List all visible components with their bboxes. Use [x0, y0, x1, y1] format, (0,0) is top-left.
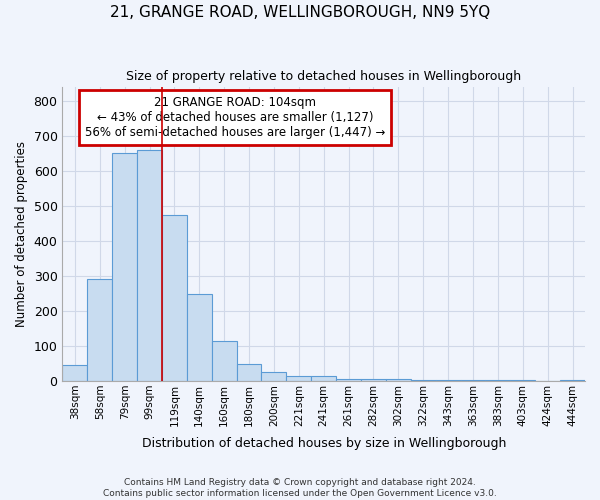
Text: Contains HM Land Registry data © Crown copyright and database right 2024.
Contai: Contains HM Land Registry data © Crown c…	[103, 478, 497, 498]
Bar	[212, 342, 236, 381]
Bar	[236, 364, 262, 381]
Bar	[112, 154, 137, 381]
Bar	[187, 294, 212, 381]
Bar	[560, 380, 585, 381]
Bar	[262, 372, 286, 381]
Bar	[386, 379, 411, 381]
Bar	[485, 380, 511, 381]
Bar	[461, 380, 485, 381]
Bar	[286, 376, 311, 381]
Text: 21, GRANGE ROAD, WELLINGBOROUGH, NN9 5YQ: 21, GRANGE ROAD, WELLINGBOROUGH, NN9 5YQ	[110, 5, 490, 20]
Bar	[311, 376, 336, 381]
Bar	[162, 214, 187, 381]
Title: Size of property relative to detached houses in Wellingborough: Size of property relative to detached ho…	[126, 70, 521, 83]
Bar	[411, 380, 436, 381]
Bar	[137, 150, 162, 381]
Text: 21 GRANGE ROAD: 104sqm
← 43% of detached houses are smaller (1,127)
56% of semi-: 21 GRANGE ROAD: 104sqm ← 43% of detached…	[85, 96, 385, 139]
Bar	[361, 379, 386, 381]
Bar	[336, 379, 361, 381]
Y-axis label: Number of detached properties: Number of detached properties	[15, 141, 28, 327]
Bar	[511, 380, 535, 381]
Bar	[436, 380, 461, 381]
Bar	[88, 279, 112, 381]
X-axis label: Distribution of detached houses by size in Wellingborough: Distribution of detached houses by size …	[142, 437, 506, 450]
Bar	[62, 365, 88, 381]
